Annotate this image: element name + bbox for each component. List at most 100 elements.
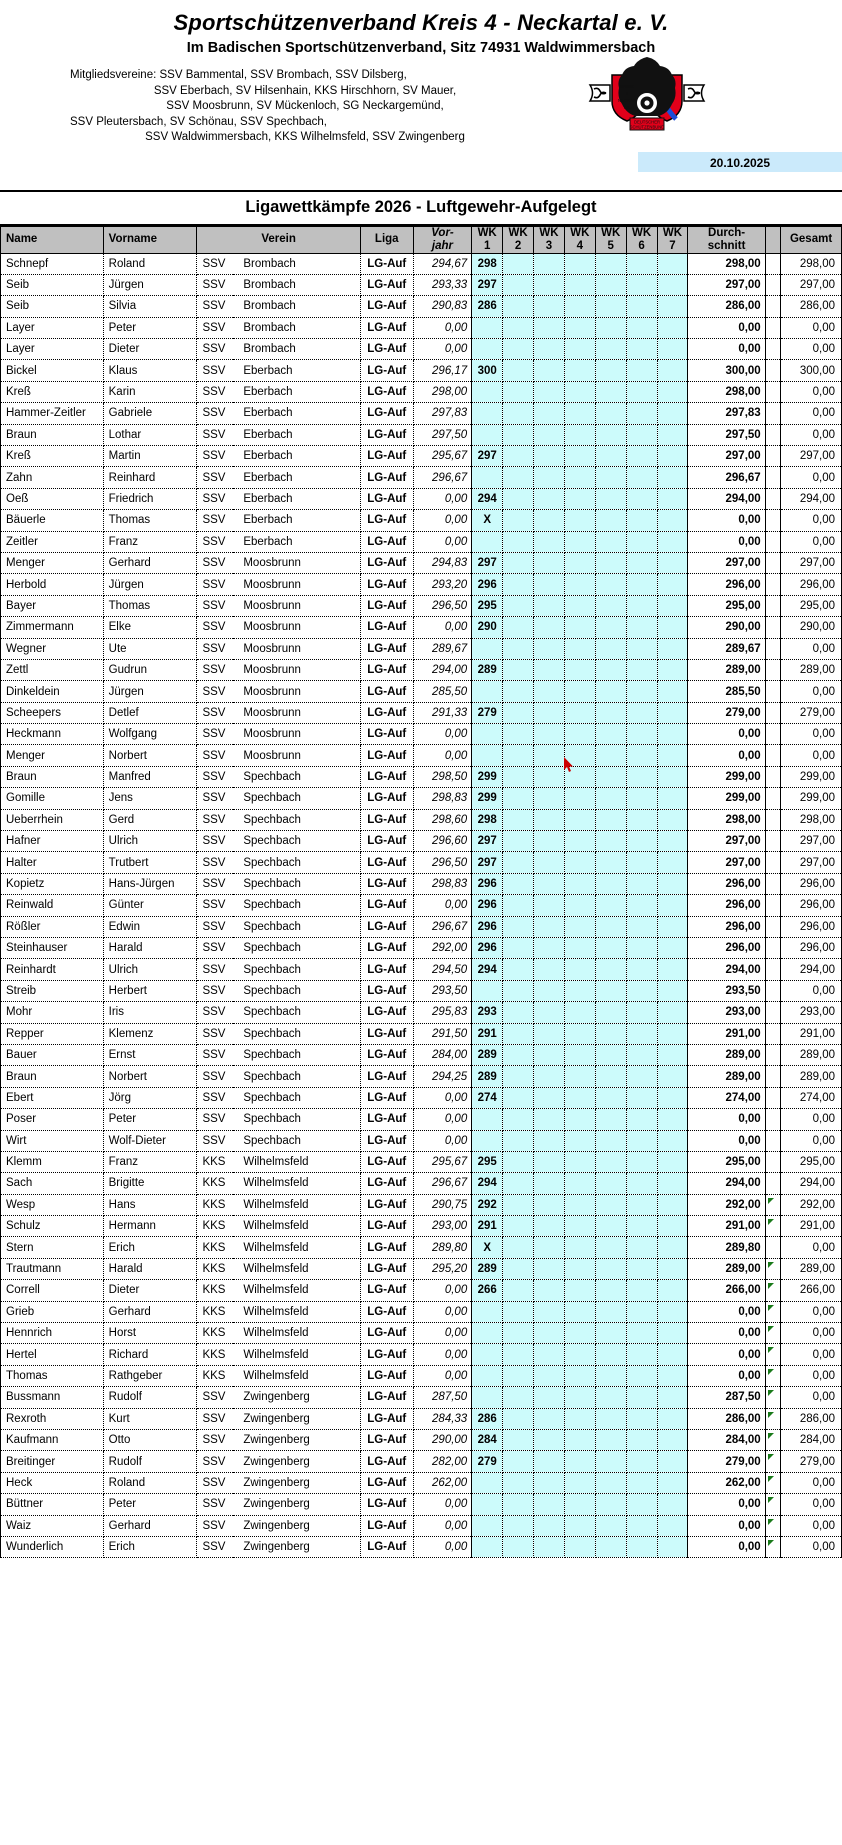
cell-wk5[interactable] <box>595 1322 627 1345</box>
cell-wk7[interactable] <box>657 787 689 810</box>
cell-verein[interactable]: Eberbach <box>233 424 361 447</box>
cell-wk3[interactable] <box>533 1194 565 1217</box>
table-row[interactable]: Schnepf Roland SSV Brombach LG-Auf 294,67 298 2… <box>0 253 842 275</box>
cell-wk7[interactable] <box>657 552 689 575</box>
cell-gesamt[interactable]: 295,00 <box>780 1151 842 1174</box>
cell-verein-abbr[interactable]: SSV <box>196 680 234 703</box>
cell-vorname[interactable]: Horst <box>103 1322 198 1345</box>
cell-wk5[interactable] <box>595 381 627 404</box>
cell-wk6[interactable] <box>626 659 658 682</box>
table-row[interactable]: Scheepers Detlef SSV Moosbrunn LG-Auf 291,33 2… <box>0 702 842 725</box>
cell-durchschnitt[interactable]: 290,00 <box>687 616 766 639</box>
cell-name[interactable]: Hammer-Zeitler <box>0 402 104 425</box>
cell-gesamt[interactable]: 297,00 <box>780 552 842 575</box>
cell-vorjahr[interactable]: 0,00 <box>413 1536 473 1559</box>
cell-wk7[interactable] <box>657 1279 689 1302</box>
cell-wk5[interactable] <box>595 1108 627 1131</box>
cell-wk1[interactable]: 300 <box>471 359 504 382</box>
cell-vorname[interactable]: Edwin <box>103 916 198 939</box>
cell-name[interactable]: Scheepers <box>0 702 104 725</box>
cell-name[interactable]: Thomas <box>0 1365 104 1388</box>
cell-wk1[interactable]: 297 <box>471 830 504 853</box>
cell-liga[interactable]: LG-Auf <box>360 1108 414 1131</box>
cell-verein-abbr[interactable]: SSV <box>196 744 234 767</box>
cell-wk6[interactable] <box>626 338 658 361</box>
cell-vorname[interactable]: Harald <box>103 1258 198 1281</box>
cell-wk5[interactable] <box>595 744 627 767</box>
cell-wk5[interactable] <box>595 573 627 596</box>
cell-liga[interactable]: LG-Auf <box>360 616 414 639</box>
cell-wk4[interactable] <box>564 1386 596 1409</box>
cell-wk3[interactable] <box>533 894 565 917</box>
cell-gesamt[interactable]: 0,00 <box>780 1236 842 1259</box>
cell-wk5[interactable] <box>595 1215 627 1238</box>
cell-vorjahr[interactable]: 298,60 <box>413 809 473 832</box>
cell-verein-abbr[interactable]: SSV <box>196 851 234 874</box>
cell-verein-abbr[interactable]: SSV <box>196 830 234 853</box>
cell-verein-abbr[interactable]: SSV <box>196 445 234 468</box>
cell-wk2[interactable] <box>502 851 534 874</box>
cell-wk1[interactable]: 279 <box>471 1450 504 1473</box>
cell-liga[interactable]: LG-Auf <box>360 1279 414 1302</box>
cell-wk4[interactable] <box>564 659 596 682</box>
cell-wk3[interactable] <box>533 1258 565 1281</box>
cell-wk4[interactable] <box>564 1130 596 1152</box>
cell-verein[interactable]: Moosbrunn <box>233 573 361 596</box>
cell-wk2[interactable] <box>502 424 534 447</box>
cell-durchschnitt[interactable]: 0,00 <box>687 1322 766 1345</box>
cell-wk6[interactable] <box>626 1130 658 1152</box>
cell-wk2[interactable] <box>502 894 534 917</box>
cell-wk1[interactable]: 291 <box>471 1215 504 1238</box>
cell-vorname[interactable]: Wolfgang <box>103 723 198 746</box>
cell-gesamt[interactable]: 297,00 <box>780 445 842 468</box>
cell-durchschnitt[interactable]: 291,00 <box>687 1215 766 1238</box>
cell-verein[interactable]: Wilhelmsfeld <box>233 1194 361 1217</box>
cell-wk3[interactable] <box>533 1087 565 1110</box>
cell-verein[interactable]: Eberbach <box>233 466 361 489</box>
cell-durchschnitt[interactable]: 0,00 <box>687 317 766 340</box>
cell-wk5[interactable] <box>595 1493 627 1516</box>
cell-vorjahr[interactable]: 0,00 <box>413 1343 473 1366</box>
cell-wk4[interactable] <box>564 359 596 382</box>
cell-wk2[interactable] <box>502 916 534 939</box>
cell-durchschnitt[interactable]: 0,00 <box>687 744 766 767</box>
cell-liga[interactable]: LG-Auf <box>360 958 414 981</box>
cell-wk2[interactable] <box>502 402 534 425</box>
cell-wk1[interactable] <box>471 317 504 340</box>
table-row[interactable]: Wirt Wolf-Dieter SSV Spechbach LG-Auf 0,00 0,0… <box>0 1130 842 1152</box>
cell-vorname[interactable]: Hermann <box>103 1215 198 1238</box>
cell-gesamt[interactable]: 0,00 <box>780 980 842 1003</box>
cell-wk4[interactable] <box>564 381 596 404</box>
cell-wk1[interactable] <box>471 424 504 447</box>
cell-name[interactable]: Rößler <box>0 916 104 939</box>
cell-vorjahr[interactable]: 0,00 <box>413 531 473 553</box>
cell-wk3[interactable] <box>533 659 565 682</box>
table-row[interactable]: Hammer-Zeitler Gabriele SSV Eberbach LG-Auf 2… <box>0 402 842 425</box>
cell-gesamt[interactable]: 296,00 <box>780 573 842 596</box>
cell-vorjahr[interactable]: 296,60 <box>413 830 473 853</box>
cell-vorjahr[interactable]: 298,50 <box>413 766 473 789</box>
cell-wk2[interactable] <box>502 1023 534 1045</box>
cell-wk2[interactable] <box>502 1130 534 1152</box>
cell-wk3[interactable] <box>533 702 565 725</box>
table-row[interactable]: Repper Klemenz SSV Spechbach LG-Auf 291,50 291… <box>0 1023 842 1045</box>
cell-wk5[interactable] <box>595 680 627 703</box>
cell-gesamt[interactable]: 0,00 <box>780 1365 842 1388</box>
cell-vorjahr[interactable]: 294,00 <box>413 659 473 682</box>
cell-wk7[interactable] <box>657 1450 689 1473</box>
cell-durchschnitt[interactable]: 279,00 <box>687 702 766 725</box>
cell-wk5[interactable] <box>595 1023 627 1045</box>
table-row[interactable]: Mohr Iris SSV Spechbach LG-Auf 295,83 293 293,0… <box>0 1001 842 1024</box>
cell-verein[interactable]: Wilhelmsfeld <box>233 1258 361 1281</box>
cell-verein-abbr[interactable]: KKS <box>196 1301 234 1324</box>
table-row[interactable]: Braun Manfred SSV Spechbach LG-Auf 298,50 299 2… <box>0 766 842 789</box>
cell-liga[interactable]: LG-Auf <box>360 552 414 575</box>
cell-wk7[interactable] <box>657 1343 689 1366</box>
cell-wk1[interactable]: 299 <box>471 766 504 789</box>
cell-wk2[interactable] <box>502 295 534 318</box>
cell-gesamt[interactable]: 0,00 <box>780 531 842 553</box>
cell-wk1[interactable] <box>471 1536 504 1559</box>
cell-vorjahr[interactable]: 0,00 <box>413 1365 473 1388</box>
cell-wk4[interactable] <box>564 424 596 447</box>
cell-verein-abbr[interactable]: SSV <box>196 787 234 810</box>
